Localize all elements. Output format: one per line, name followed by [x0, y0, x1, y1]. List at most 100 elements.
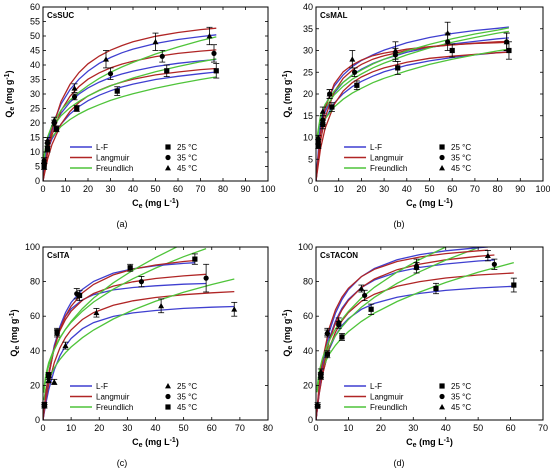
x-axis-label: Ce (mg L-1) [406, 198, 453, 210]
data-point [413, 261, 420, 267]
panel-label: (b) [394, 219, 405, 229]
x-tick-label: 10 [334, 184, 344, 194]
legend-label: Langmuir [370, 393, 404, 402]
y-tick-label: 35 [303, 24, 313, 34]
fit-curves [43, 247, 235, 420]
data-point [503, 38, 510, 45]
x-tick-label: 0 [40, 423, 45, 433]
data-point [158, 302, 165, 309]
fit-curve-langmuir-25 [316, 51, 509, 181]
legend-label: Freundlich [370, 164, 407, 173]
legend-temp-label: 25 °C [177, 143, 197, 152]
data-point [103, 56, 109, 62]
y-axis-label-sup: -1 [9, 312, 16, 318]
panel-title: CsSUC [47, 11, 74, 20]
data-point [127, 265, 133, 271]
y-axis-label-unit: (mg g [9, 319, 19, 346]
panel-title: CsMAL [320, 11, 348, 20]
y-axis-label-main: Q [4, 111, 14, 118]
legend-temp-label: 35 °C [177, 154, 197, 163]
x-axis-label-sub: e [413, 442, 417, 449]
fit-curve-langmuir-25 [316, 272, 514, 420]
x-axis-label-end: ) [176, 437, 179, 447]
data-point [349, 56, 356, 62]
y-axis-label: Qe (mg g-1) [9, 309, 21, 356]
x-axis-label-unit: (mg L [417, 437, 444, 447]
legend-marker [165, 154, 171, 161]
legend-marker [439, 165, 446, 171]
y-tick-label: 10 [303, 133, 313, 143]
x-tick-label: 30 [408, 423, 418, 433]
data-point [54, 329, 60, 335]
x-axis-label-unit: (mg L [143, 437, 170, 447]
panel-title: CsITA [47, 251, 70, 260]
y-axis-label-main: Q [9, 350, 19, 357]
x-tick-label: 30 [379, 184, 389, 194]
y-tick-label: 15 [303, 111, 313, 121]
data-point [329, 104, 335, 110]
y-axis-label-end: ) [282, 309, 292, 312]
data-point [114, 88, 120, 94]
y-tick-label: 20 [303, 89, 313, 99]
data-point [317, 368, 324, 374]
x-tick-label: 70 [470, 184, 480, 194]
data-point [320, 117, 326, 123]
x-axis-label-main: C [132, 198, 139, 208]
legend-marker [165, 404, 171, 410]
data-point [213, 68, 219, 74]
legend-marker [439, 144, 445, 150]
x-tick-label: 100 [535, 184, 550, 194]
data-point [62, 342, 69, 349]
data-point [159, 53, 165, 59]
fit-curve-langmuir-45 [43, 259, 195, 420]
data-point [45, 377, 52, 383]
y-axis-label: Qe (mg g-1) [282, 70, 294, 117]
data-point [511, 282, 517, 288]
legend-marker [165, 393, 171, 400]
data-point [362, 292, 368, 299]
data-point [152, 38, 159, 45]
data-series-25 [314, 277, 517, 409]
y-axis-label-sub: e [287, 346, 294, 350]
y-tick-label: 0 [35, 415, 40, 425]
y-axis-label-sup: -1 [282, 73, 289, 79]
x-tick-label: 20 [83, 184, 93, 194]
x-tick-label: 50 [473, 423, 483, 433]
legend-label: L-F [370, 143, 382, 152]
chart-panel-d: 0 10 20 30 40 50 60 70 0 20 40 60 80 100 CsTACON Ce (mg… [282, 242, 548, 468]
fit-curve-freundlich-25 [43, 278, 235, 401]
fit-curve-freundlich-35 [316, 247, 482, 391]
y-axis-label-sup: -1 [282, 312, 289, 318]
data-point [395, 65, 401, 71]
y-axis-label: Qe (mg g-1) [4, 70, 16, 117]
data-point [433, 285, 439, 292]
x-tick-label: 20 [356, 184, 366, 194]
data-series-25 [41, 298, 238, 409]
x-tick-label: 40 [128, 184, 138, 194]
legend-temp-label: 35 °C [177, 393, 197, 402]
legend-temp-label: 45 °C [451, 403, 471, 412]
x-tick-label: 40 [150, 423, 160, 433]
x-axis-label-sub: e [139, 203, 143, 210]
data-point [211, 50, 217, 57]
legend-marker [165, 383, 171, 389]
legend-temp-label: 45 °C [177, 164, 197, 173]
data-point [206, 33, 213, 39]
x-tick-label: 70 [195, 184, 205, 194]
data-point [107, 71, 114, 77]
x-tick-label: 10 [66, 423, 76, 433]
legend-label: Freundlich [96, 403, 133, 412]
x-tick-label: 10 [343, 423, 353, 433]
data-series-25 [315, 41, 512, 149]
data-point [41, 401, 48, 408]
y-tick-label: 60 [30, 311, 40, 321]
y-axis-label-unit: (mg g [282, 80, 292, 107]
x-tick-label: 90 [240, 184, 250, 194]
data-point [203, 275, 209, 281]
x-tick-label: 50 [179, 423, 189, 433]
x-axis-label-main: C [406, 198, 413, 208]
data-point [484, 252, 491, 259]
chart-panel-b: 0 10 20 30 40 50 60 70 80 90 100 0 5 10 15 20 25 30 35 40 Cs… [282, 2, 550, 229]
x-tick-label: 70 [235, 423, 245, 433]
